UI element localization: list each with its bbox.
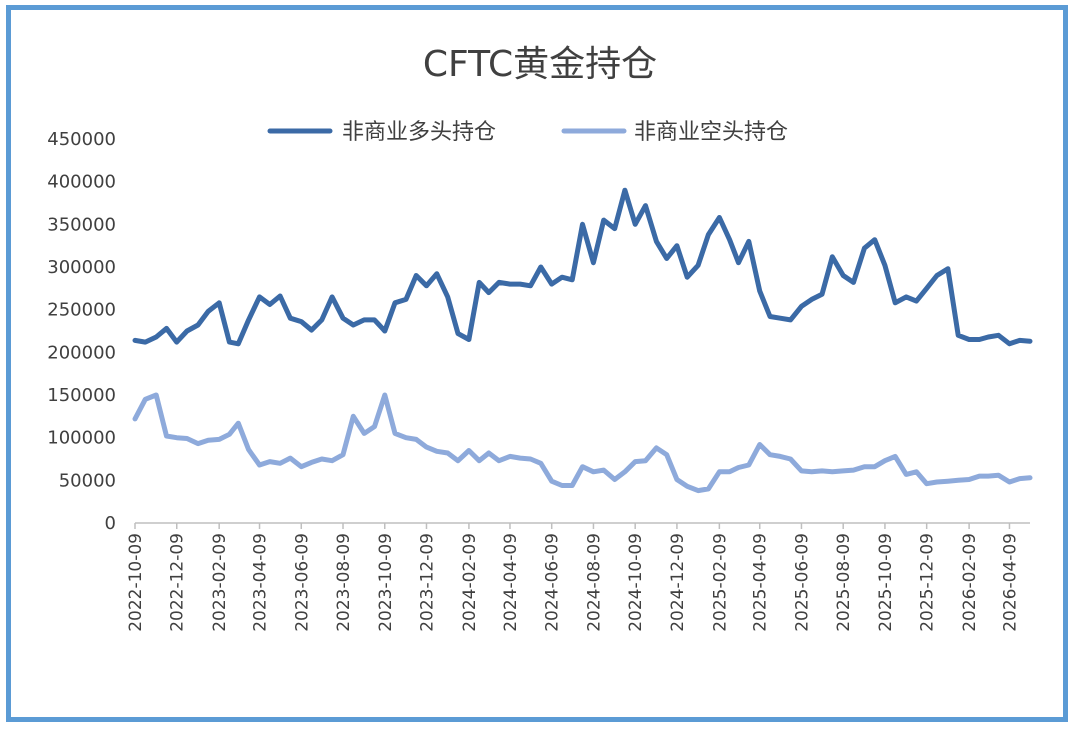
series-layer [132,187,1033,494]
x-tick-label: 2022-10-09 [126,533,146,632]
y-tick-label: 200000 [47,342,116,363]
y-tick-label: 250000 [47,300,116,321]
x-axis: 2022-10-09 2022-12-09 2023-02-09 2023-04-09… [126,522,1030,632]
y-tick-label: 350000 [47,214,116,235]
x-tick-label: 2025-12-09 [918,533,938,632]
x-tick-label: 2024-10-09 [626,533,646,632]
x-tick-label: 2024-12-09 [668,533,688,632]
y-tick-label: 150000 [47,385,116,406]
x-tick-label: 2023-04-09 [251,533,271,632]
legend-label-long: 非商业多头持仓 [342,120,496,145]
x-tick-label: 2025-10-09 [876,533,896,632]
x-tick-label: 2026-04-09 [1000,533,1020,632]
y-tick-label: 400000 [47,172,116,193]
x-tick-label: 2025-06-09 [792,533,812,632]
x-tick-label: 2023-12-09 [417,533,437,632]
y-tick-label: 0 [105,513,116,534]
series-line-short-positions [132,392,1033,494]
x-tick-label: 2026-02-09 [960,533,980,632]
x-tick-label: 2024-02-09 [460,533,480,632]
x-tick-label: 2025-08-09 [834,533,854,632]
legend-label-short: 非商业空头持仓 [634,120,788,145]
x-tick-label: 2023-06-09 [292,533,312,632]
x-tick-label: 2025-02-09 [710,533,730,632]
y-tick-label: 300000 [47,257,116,278]
y-axis: 450000 400000 350000 300000 250000 200000 1500… [47,129,116,534]
x-tick-label: 2024-04-09 [501,533,521,632]
legend: 非商业多头持仓 非商业空头持仓 [267,120,788,145]
chart-frame [6,5,1068,722]
x-tick-label: 2023-08-09 [334,533,354,632]
x-tick-label: 2025-04-09 [751,533,771,632]
chart-title: CFTC黄金持仓 [423,44,657,85]
x-tick-label: 2024-08-09 [584,533,604,632]
y-tick-label: 100000 [47,428,116,449]
y-tick-label: 50000 [59,470,116,491]
x-tick-label: 2022-12-09 [168,533,188,632]
series-line-long-positions [132,187,1033,347]
x-tick-label: 2023-02-09 [210,533,230,632]
x-tick-label: 2024-06-09 [543,533,563,632]
y-tick-label: 450000 [47,129,116,150]
x-tick-label: 2023-10-09 [376,533,396,632]
